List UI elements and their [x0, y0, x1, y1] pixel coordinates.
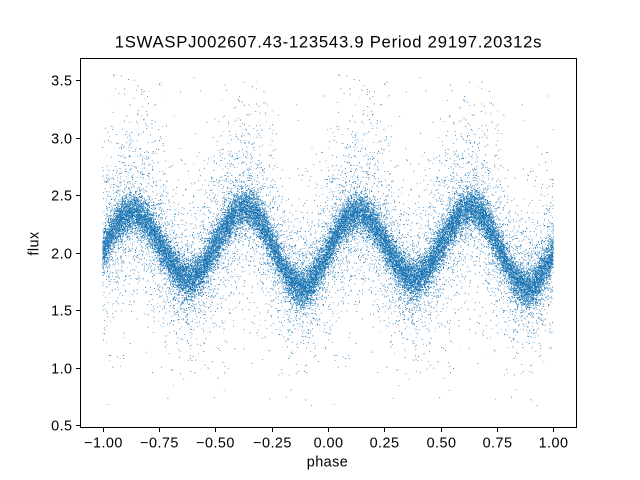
svg-text:1.0: 1.0 — [51, 362, 72, 378]
svg-text:3.0: 3.0 — [51, 132, 72, 148]
svg-text:0.5: 0.5 — [51, 419, 72, 435]
svg-text:−0.25: −0.25 — [253, 436, 292, 452]
svg-text:phase: phase — [307, 455, 348, 471]
svg-text:−1.00: −1.00 — [84, 436, 123, 452]
svg-text:0.50: 0.50 — [427, 436, 457, 452]
svg-text:flux: flux — [27, 231, 43, 256]
svg-text:1.00: 1.00 — [539, 436, 569, 452]
svg-text:0.75: 0.75 — [483, 436, 513, 452]
svg-text:3.5: 3.5 — [51, 74, 72, 90]
svg-text:2.0: 2.0 — [51, 247, 72, 263]
svg-text:0.00: 0.00 — [314, 436, 344, 452]
svg-text:−0.50: −0.50 — [196, 436, 235, 452]
svg-text:1SWASPJ002607.43-123543.9 Peri: 1SWASPJ002607.43-123543.9 Period 29197.2… — [115, 33, 542, 52]
svg-text:0.25: 0.25 — [370, 436, 400, 452]
svg-text:2.5: 2.5 — [51, 189, 72, 205]
svg-text:1.5: 1.5 — [51, 304, 72, 320]
svg-text:−0.75: −0.75 — [140, 436, 179, 452]
